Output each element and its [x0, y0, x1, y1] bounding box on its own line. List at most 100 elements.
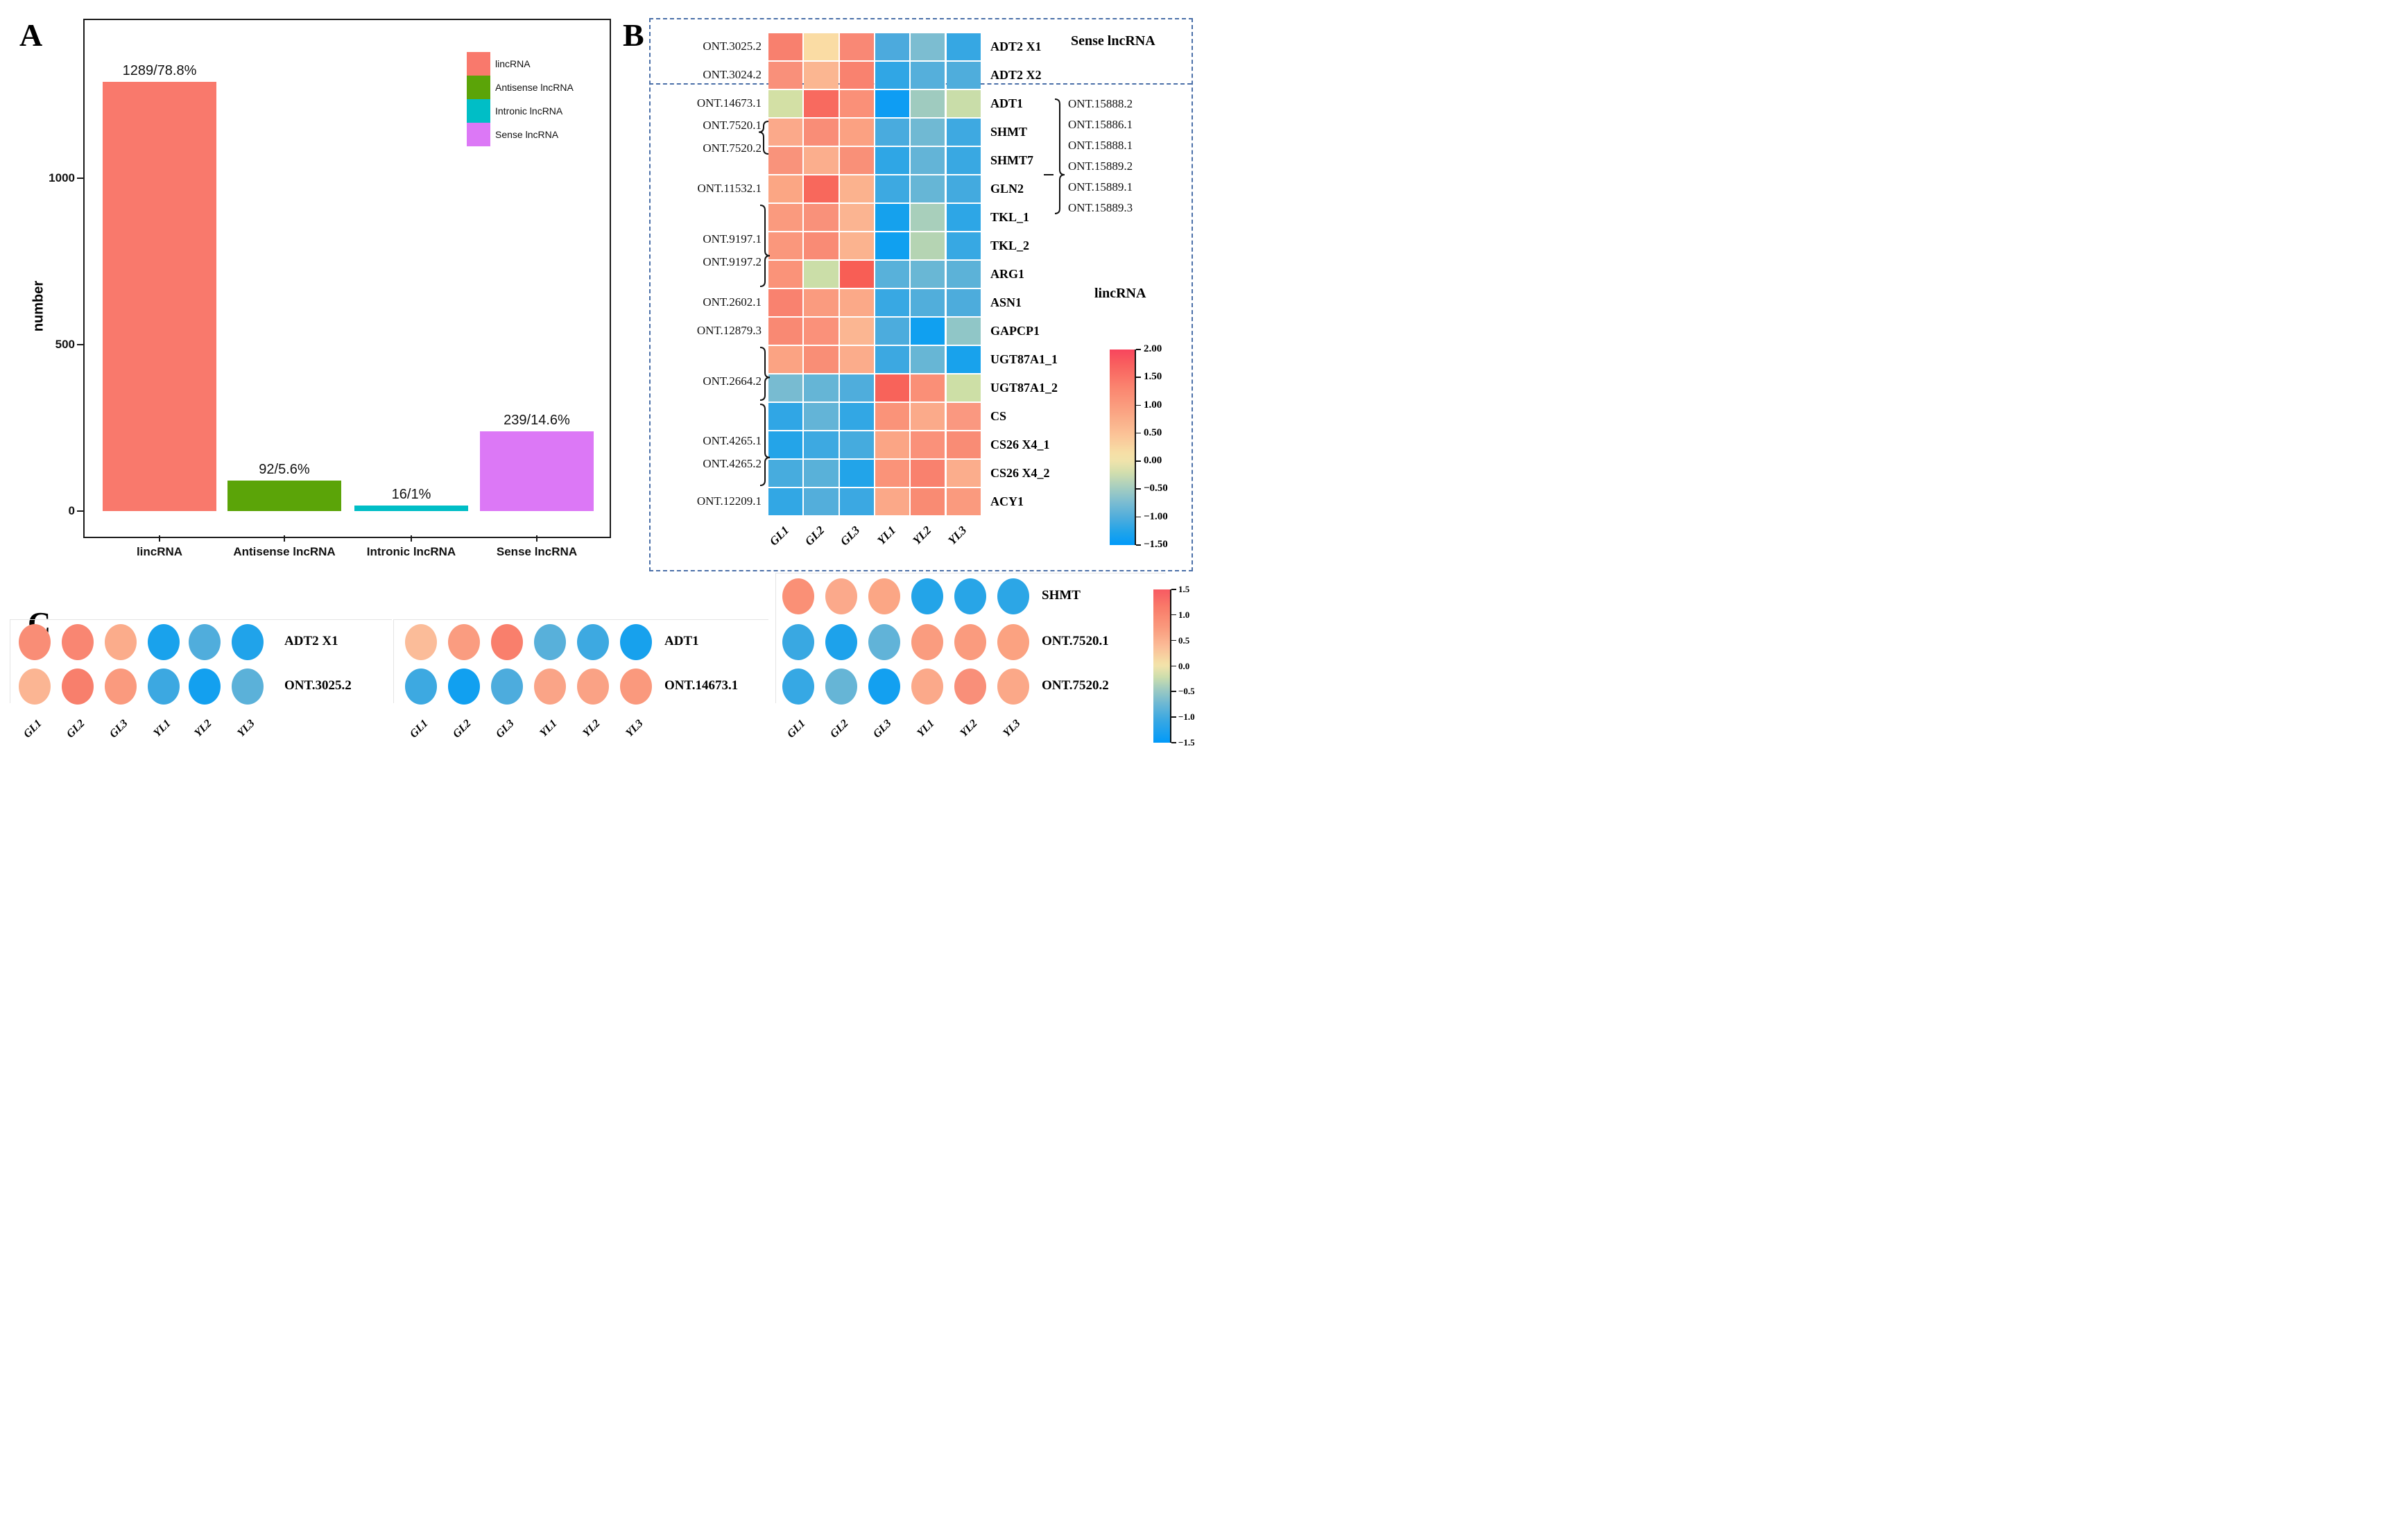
expression-dot — [232, 668, 264, 705]
lncrna-label-ONT.11532.1: ONT.11532.1 — [697, 181, 762, 195]
colorbar-tick-mark — [1136, 488, 1141, 490]
heatmap-cell — [804, 175, 839, 202]
gene-label-CS26 X4_2: CS26 X4_2 — [990, 465, 1050, 480]
lncrna-label-ONT.14673.1: ONT.14673.1 — [696, 96, 762, 110]
expression-dot — [782, 624, 814, 660]
expression-dot — [62, 624, 94, 660]
lncrna-label-ONT.15888.1: ONT.15888.1 — [1068, 139, 1133, 152]
heatmap-cell — [875, 90, 910, 117]
heatmap-cell — [875, 261, 910, 288]
heatmap-cell — [768, 33, 803, 60]
heatmap-cell — [768, 175, 803, 202]
bar-Sense lncRNA — [480, 431, 594, 511]
bar-chart-layer: 0 500 1000 1289/78.8% lincRNA 92/5.6% Antisens… — [0, 0, 1204, 764]
column-label-GL1: GL1 — [784, 717, 808, 741]
heatmap-cell — [839, 175, 874, 202]
expression-dot — [825, 668, 857, 705]
heatmap-cell — [804, 147, 839, 174]
heatmap-cell — [875, 460, 910, 487]
colorbar-tick-label: 1.0 — [1178, 609, 1190, 620]
x-axis-tick-mark — [159, 535, 160, 542]
heatmap-cell — [768, 374, 803, 402]
expression-dot — [911, 668, 943, 705]
heatmap-cell — [875, 62, 910, 89]
legend-label: lincRNA — [495, 58, 531, 69]
column-label-GL2: GL2 — [827, 717, 851, 741]
expression-dot — [577, 668, 609, 705]
y-axis-tick-label: 0 — [68, 504, 75, 517]
heatmap-cell — [804, 232, 839, 259]
heatmap-cell — [911, 289, 945, 316]
heatmap-cell — [768, 62, 803, 89]
colorbar-tick-mark — [1171, 742, 1176, 743]
heatmap-cell — [768, 90, 803, 117]
colorbar-tick-mark — [1136, 432, 1141, 434]
column-label-YL2: YL2 — [580, 717, 603, 740]
expression-dot — [105, 668, 137, 705]
heatmap-cell — [804, 403, 839, 430]
heatmap-cell — [911, 232, 945, 259]
heatmap-cell — [768, 318, 803, 345]
colorbar-tick-mark — [1136, 460, 1141, 462]
expression-dot — [232, 624, 264, 660]
heatmap-cell — [875, 403, 910, 430]
heatmap-cell — [804, 318, 839, 345]
expression-dot — [954, 668, 986, 705]
heatmap-cell — [839, 374, 874, 402]
heatmap-cell — [768, 261, 803, 288]
expression-dot — [491, 624, 523, 660]
heatmap-cell — [768, 488, 803, 515]
expression-dot — [577, 624, 609, 660]
expression-dot — [534, 668, 566, 705]
lncrna-label-ONT.7520.2: ONT.7520.2 — [703, 141, 762, 155]
lincrna-group-label: lincRNA — [1094, 286, 1146, 301]
heatmap-cell — [875, 147, 910, 174]
lncrna-label-ONT.3025.2: ONT.3025.2 — [703, 39, 762, 53]
expression-dot — [825, 578, 857, 614]
bar-value-label: 239/14.6% — [504, 413, 570, 429]
colorbar-tick-mark — [1171, 716, 1176, 718]
colorbar-tick-label: 0.0 — [1178, 660, 1190, 671]
heatmap-cell — [768, 232, 803, 259]
heatmap-cell — [911, 431, 945, 458]
x-axis-category-label: Antisense lncRNA — [233, 545, 336, 558]
x-axis-category-label: Intronic lncRNA — [366, 545, 456, 558]
legend-label: Intronic lncRNA — [495, 105, 563, 117]
heatmap-cell — [839, 488, 874, 515]
heatmap-cell — [804, 374, 839, 402]
expression-dot — [997, 578, 1029, 614]
heatmap-cell — [839, 232, 874, 259]
legend-swatch-Antisense lncRNA — [467, 76, 490, 99]
gene-label-CS26 X4_1: CS26 X4_1 — [990, 437, 1050, 451]
heatmap-cell — [804, 289, 839, 316]
figure: A number 0 500 1000 1289/78.8% lincRNA 92/5.6… — [0, 0, 1204, 764]
expression-dot — [782, 668, 814, 705]
colorbar-tick-mark — [1136, 544, 1141, 546]
heatmap-cell — [875, 318, 910, 345]
heatmap-cell — [839, 460, 874, 487]
gene-label-CS: CS — [990, 408, 1007, 423]
gene-label-ACY1: ACY1 — [990, 494, 1024, 508]
heatmap-cell — [768, 119, 803, 146]
panel-a-label: A — [19, 17, 43, 53]
y-axis-tick-mark — [77, 344, 83, 345]
lncrna-label-ONT.4265.1: ONT.4265.1 — [703, 434, 762, 448]
expression-dot — [997, 668, 1029, 705]
heatmap-cell — [839, 147, 874, 174]
y-axis-tick-label: 500 — [55, 338, 75, 351]
expression-dot — [954, 624, 986, 660]
gene-label-GLN2: GLN2 — [990, 181, 1024, 196]
heatmap-cell — [839, 90, 874, 117]
gene-label-TKL_1: TKL_1 — [990, 209, 1030, 224]
column-label-YL2: YL2 — [958, 717, 980, 740]
heatmap-cell — [911, 33, 945, 60]
expression-dot — [19, 624, 51, 660]
expression-dot — [148, 624, 180, 660]
expression-dot — [534, 624, 566, 660]
lncrna-label-ONT.15886.1: ONT.15886.1 — [1068, 118, 1133, 131]
heatmap-cell — [946, 318, 981, 345]
colorbar-tick-mark — [1171, 691, 1176, 692]
lncrna-label-ONT.15888.2: ONT.15888.2 — [1068, 97, 1133, 110]
colorbar-tick-label: 2.00 — [1144, 343, 1162, 354]
colorbar-tick-label: −1.50 — [1144, 539, 1168, 550]
